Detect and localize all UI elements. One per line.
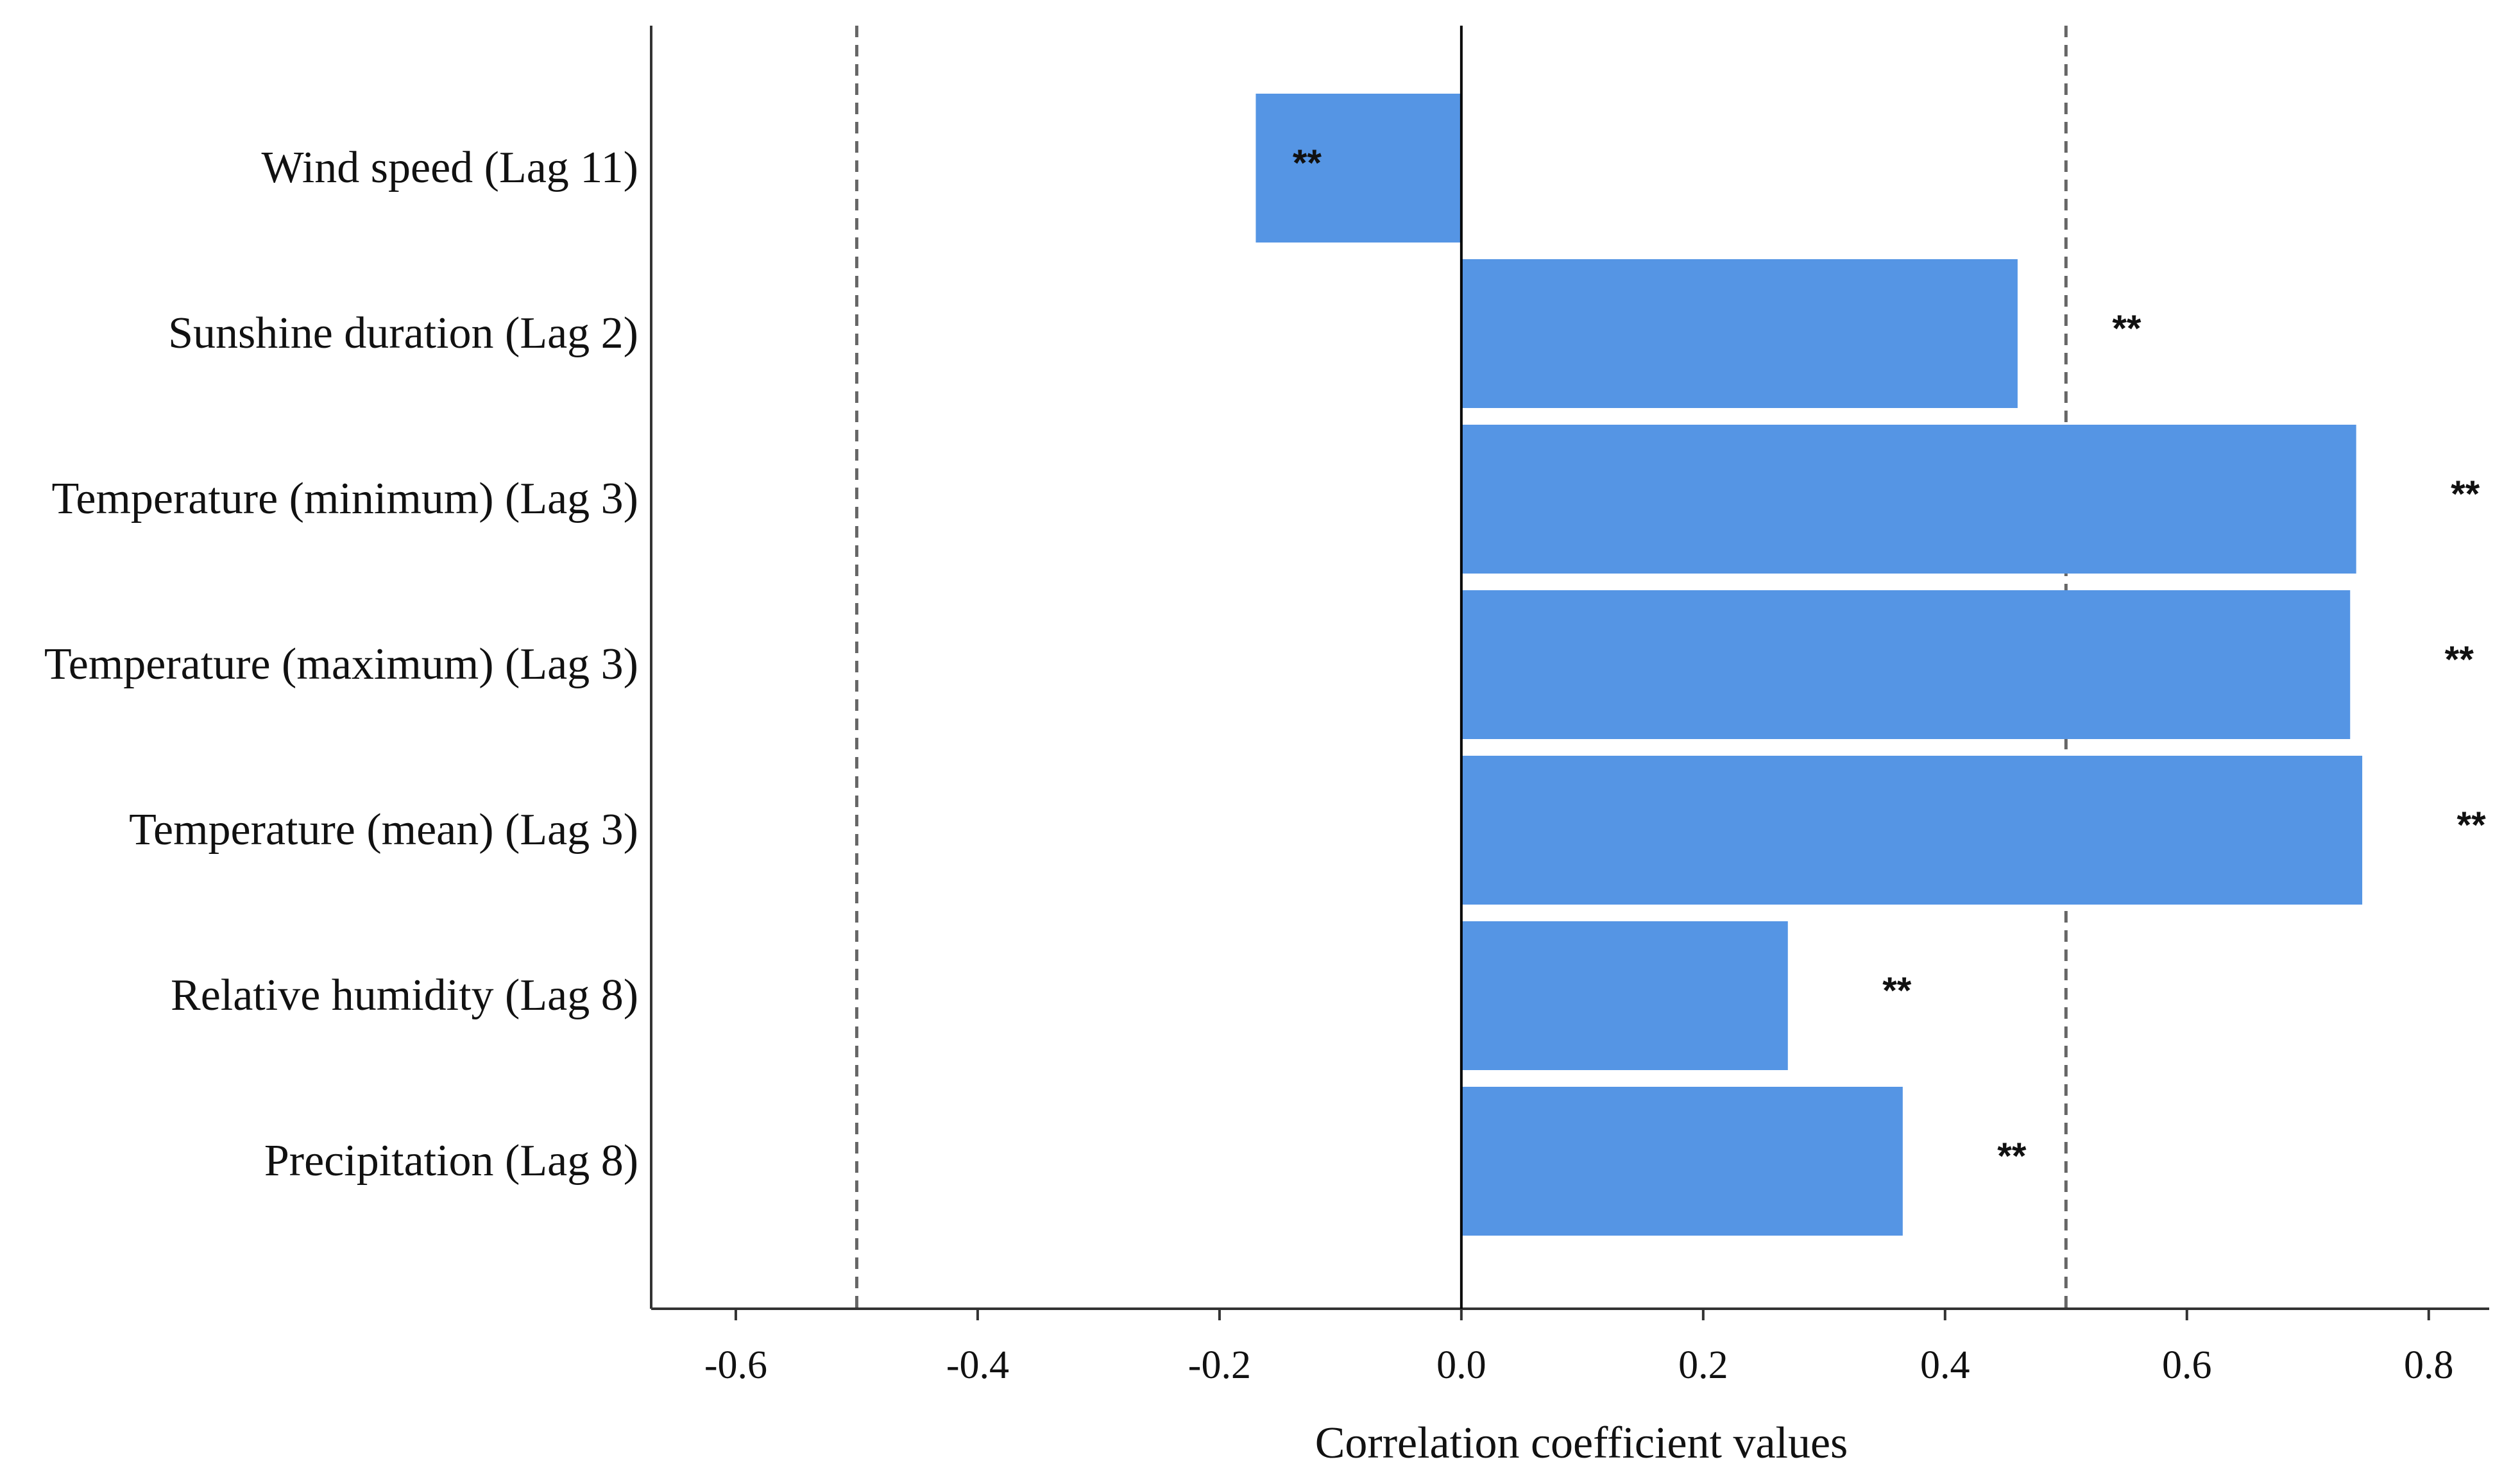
x-axis-title: Correlation coefficient values xyxy=(1315,1418,1848,1468)
bar-3 xyxy=(1461,425,2356,574)
bar-5 xyxy=(1461,756,2362,905)
bar-7 xyxy=(1461,1087,1903,1236)
bar-4 xyxy=(1461,590,2350,739)
x-tick-label-6: 0.4 xyxy=(1920,1343,1970,1387)
category-label-2: Sunshine duration (Lag 2) xyxy=(168,309,638,358)
significance-label-1: ** xyxy=(1293,142,1322,184)
category-label-4: Temperature (maximum) (Lag 3) xyxy=(44,640,638,689)
category-label-5: Temperature (mean) (Lag 3) xyxy=(129,805,638,855)
significance-label-4: ** xyxy=(2445,639,2474,681)
category-label-3: Temperature (minimum) (Lag 3) xyxy=(52,474,638,524)
x-tick-label-2: -0.4 xyxy=(946,1343,1009,1387)
significance-label-3: ** xyxy=(2451,473,2480,515)
significance-label-5: ** xyxy=(2457,805,2487,846)
category-labels: Wind speed (Lag 11) Sunshine duration (La… xyxy=(44,143,638,1186)
category-label-1: Wind speed (Lag 11) xyxy=(262,143,638,192)
bars-group xyxy=(1256,94,2362,1236)
bar-2 xyxy=(1461,259,2018,408)
x-tick-label-5: 0.2 xyxy=(1678,1343,1728,1387)
bar-1 xyxy=(1256,94,1461,243)
category-label-7: Precipitation (Lag 8) xyxy=(264,1136,638,1186)
significance-label-7: ** xyxy=(1997,1136,2027,1177)
significance-label-6: ** xyxy=(1882,970,1912,1012)
category-label-6: Relative humidity (Lag 8) xyxy=(171,971,638,1020)
significance-label-2: ** xyxy=(2112,308,2141,350)
x-tick-label-1: -0.6 xyxy=(704,1343,767,1387)
x-tick-label-8: 0.8 xyxy=(2404,1343,2454,1387)
bar-6 xyxy=(1461,921,1788,1070)
x-axis-ticks: -0.6 -0.4 -0.2 0.0 0.2 0.4 0.6 0.8 xyxy=(704,1309,2454,1387)
x-tick-label-7: 0.6 xyxy=(2162,1343,2212,1387)
x-tick-label-4: 0.0 xyxy=(1436,1343,1486,1387)
x-tick-label-3: -0.2 xyxy=(1188,1343,1251,1387)
